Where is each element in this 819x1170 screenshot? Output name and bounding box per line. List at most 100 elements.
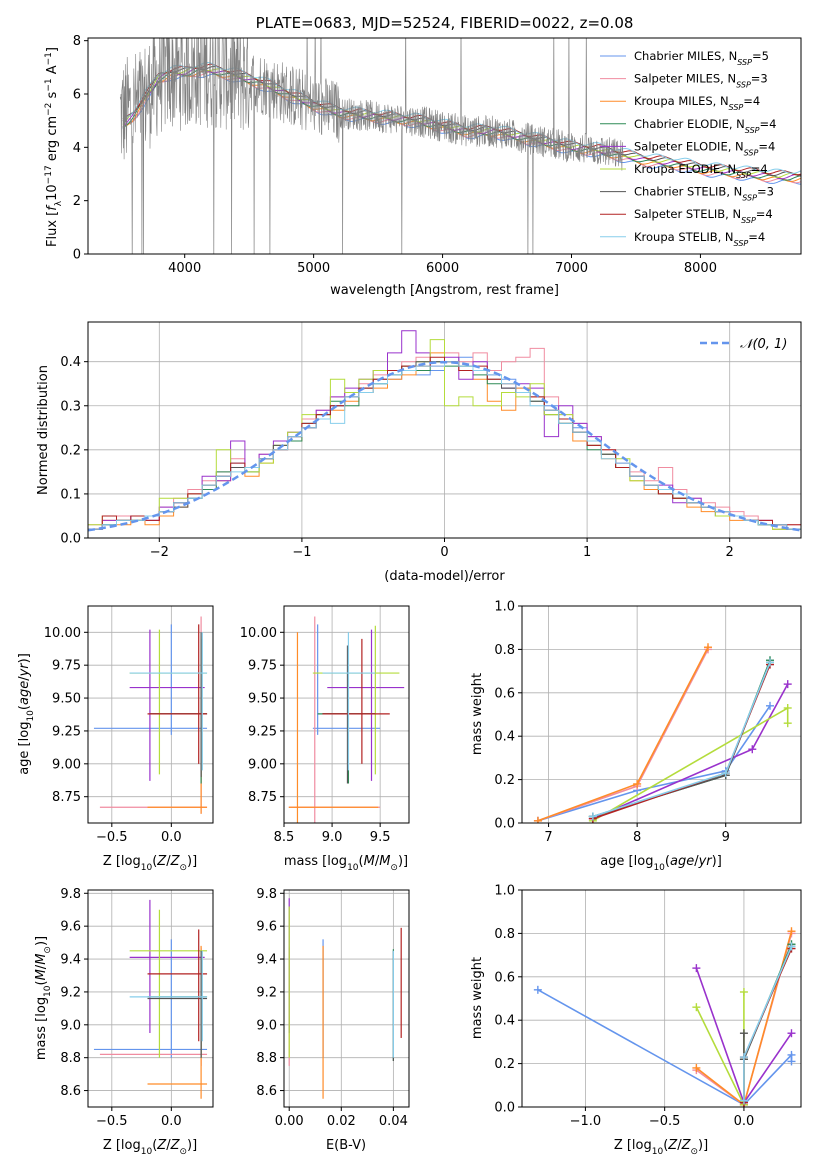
errorbar-point [129,632,208,771]
series-marker [787,927,796,936]
legend-entry: Salpeter ELODIE, NSSP=4 [634,139,775,157]
y-tick-label: 9.8 [60,887,81,902]
series-marker [533,985,542,994]
x-tick-label: 7000 [555,261,588,276]
x-tick-label: 0.02 [327,1114,356,1129]
y-tick-label: 9.4 [256,953,277,968]
errorbar-point [147,624,208,764]
x-tick-label: 0 [440,545,448,560]
age_vs_mass-plot-area [288,616,405,823]
x-tick-label: 2 [726,545,734,560]
legend-entry: 𝒩(0, 1) [740,337,787,352]
x-tick-label: 0.0 [161,1114,182,1129]
y-tick-label: 0.8 [494,927,515,942]
series-marker [739,1053,748,1062]
legend-entry: Chabrier ELODIE, NSSP=4 [634,117,776,135]
x-tick-label: 9 [722,830,730,845]
y-tick-label: 8.6 [256,1084,277,1099]
series-marker [692,1063,701,1072]
y-tick-label: 9.0 [60,1018,81,1033]
series-marker [787,942,796,951]
y-tick-label: 9.0 [256,1018,277,1033]
series-marker [739,1096,748,1105]
y-tick-label: 0.4 [494,730,515,745]
mass_vs_Z-plot-area [93,899,208,1099]
y-tick-label: 6 [73,88,81,103]
y-tick-label: 0.4 [60,355,81,370]
errorbar-point [129,899,205,1034]
y-tick-label: 1.0 [494,884,515,899]
massweight_vs_age-plot-area [533,643,792,823]
series-marker [739,987,748,996]
x-tick-label: 4000 [168,261,201,276]
y-tick-label: 9.8 [256,887,277,902]
y-tick-label: 9.50 [52,692,81,707]
x-tick-label: 6000 [426,261,459,276]
legend-entry: Salpeter STELIB, NSSP=4 [634,207,773,225]
y-tick-label: 1.0 [494,600,515,615]
series-marker [633,779,642,788]
series-marker [692,1003,701,1012]
errorbar-point [288,616,381,823]
y-tick-label: 8.75 [248,790,277,805]
spectrum-axes: 4000 5000 6000 7000 8000 0 2 4 6 8 [73,34,802,276]
x-tick-label: −2 [150,545,169,560]
series-marker [766,658,774,667]
series-marker [783,703,792,712]
x-tick-label: 8.5 [274,830,295,845]
y-axis-label: mass [log10(M/M⊙)] [34,936,53,1060]
mass_vs_ebv-plot-area [288,898,402,1099]
y-tick-label: 9.6 [60,920,81,935]
series-marker [739,1029,748,1038]
legend-entry: Salpeter MILES, NSSP=3 [634,72,768,90]
series-marker [787,1029,796,1038]
series-marker [783,680,792,689]
legend-entry: Kroupa MILES, NSSP=4 [634,94,760,112]
series-line-0 [537,705,771,822]
massweight_vs_age-axes: 7 8 9 0.0 0.2 0.4 0.6 0.8 1.0 [494,600,802,845]
x-tick-label: 9.0 [322,830,343,845]
age_vs_Z-axes: −0.5 0.0 8.75 9.00 9.25 9.50 9.75 10.00 [44,605,214,845]
y-tick-label: 10.00 [240,626,277,641]
y-tick-label: 8.6 [60,1084,81,1099]
errorbar-point [327,629,405,781]
spectrum-plot-area [119,38,801,254]
x-tick-label: 0.00 [275,1114,304,1129]
x-tick-label: 9.5 [370,830,391,845]
series-marker [783,719,792,728]
y-axis-label: Normed distribution [36,365,51,495]
y-tick-label: 0.2 [494,773,515,788]
gaussian-reference-line [88,360,801,532]
errorbar-point [129,909,208,1058]
series-marker [533,816,542,823]
y-tick-label: 9.00 [52,757,81,772]
y-tick-label: 8 [73,34,81,49]
errorbar-point [99,947,208,1066]
massweight_vs_age-frame [521,605,802,824]
y-tick-label: 4 [73,141,81,156]
x-axis-label: E(B-V) [326,1138,366,1153]
x-axis-label: Z [log10(Z/Z⊙)] [103,854,197,873]
x-tick-label: −0.5 [96,830,128,845]
series-line-5 [592,706,789,822]
y-axis-label: age [log10(age/yr)] [17,653,36,775]
legend: Chabrier MILES, NSSP=5 Salpeter MILES, NS… [600,49,776,247]
chart-title: PLATE=0683, MJD=52524, FIBERID=0022, z=0… [256,14,634,32]
series-marker [748,745,757,754]
errorbar-point [129,629,205,781]
y-tick-label: 9.75 [52,659,81,674]
y-tick-label: 9.2 [256,985,277,1000]
y-tick-label: 0.6 [494,686,515,701]
x-tick-label: 5000 [297,261,330,276]
errorbar-point [322,632,376,771]
errorbar-point [288,632,379,823]
y-tick-label: 9.4 [60,953,81,968]
mass_vs_ebv-frame [283,889,410,1108]
age_vs_mass-axes: 8.5 9.0 9.5 8.75 9.00 9.25 9.50 9.75 10.00 [240,605,410,845]
age_vs_Z-frame [87,605,214,824]
y-tick-label: 0.2 [494,1057,515,1072]
errorbar-point [147,950,208,1058]
age_vs_mass-frame [283,605,410,824]
y-tick-label: 0.0 [60,532,81,547]
